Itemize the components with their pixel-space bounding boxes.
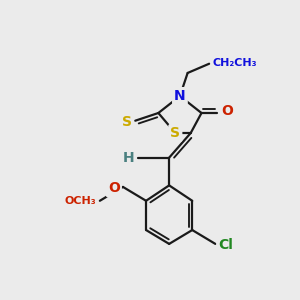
- Text: H: H: [123, 151, 135, 165]
- Text: O: O: [221, 104, 233, 118]
- Text: OCH₃: OCH₃: [64, 196, 96, 206]
- Text: O: O: [108, 182, 120, 196]
- Text: CH₂CH₃: CH₂CH₃: [212, 58, 257, 68]
- Text: Cl: Cl: [218, 238, 233, 252]
- Text: S: S: [170, 126, 180, 140]
- Text: N: N: [174, 89, 186, 103]
- Text: S: S: [122, 115, 132, 129]
